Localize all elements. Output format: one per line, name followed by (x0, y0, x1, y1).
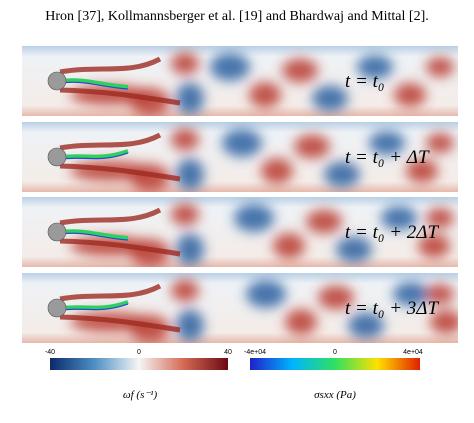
flag (61, 149, 129, 159)
flag-edge (61, 232, 129, 241)
panel-label: t = t₀ (345, 71, 384, 92)
panel-label: t = t₀ + 2ΔT (345, 222, 439, 243)
flow-panel: t = t₀ + ΔT (22, 122, 458, 192)
colorbar-tick-label: 40 (224, 349, 232, 356)
vortex (171, 128, 199, 151)
vortex (222, 129, 262, 157)
vortex (246, 280, 286, 308)
panels: t = t₀ t = t₀ + ΔT t = t₀ + 2ΔT t = t₀ + 3Δ… (22, 46, 458, 343)
colorbar-label: σsxx (Pa) (314, 389, 356, 401)
flag (61, 229, 129, 240)
vortex (318, 285, 354, 310)
wake (59, 207, 181, 257)
vortex (426, 208, 454, 228)
caption-line: Hron [37], Kollmannsberger et al. [19] a… (45, 9, 428, 24)
flow-panel: t = t₀ + 2ΔT (22, 197, 458, 267)
colorbar-tick-label: -4e+04 (244, 349, 266, 356)
colorbar-tick-label: -40 (45, 349, 55, 356)
vortex (357, 55, 393, 79)
vortex (369, 131, 405, 155)
vortex (430, 310, 458, 334)
vortex (176, 309, 204, 342)
cylinder (47, 222, 67, 242)
vortex (249, 82, 281, 108)
vortex (171, 279, 199, 302)
vortex (171, 203, 199, 226)
vortex (282, 58, 318, 83)
vortex (210, 53, 250, 81)
flag-edge (61, 303, 129, 311)
panel-label: t = t₀ + 3ΔT (345, 298, 439, 319)
flag-edge (61, 81, 129, 90)
cylinder (47, 298, 67, 318)
vortex (426, 133, 454, 153)
cylinder (47, 71, 67, 91)
flow-panel: t = t₀ + 3ΔT (22, 273, 458, 343)
vortex (261, 158, 293, 184)
vortex (176, 82, 204, 115)
vortex (171, 52, 199, 75)
vortex (285, 309, 317, 335)
stress-colorbar (250, 358, 420, 370)
vortex (406, 159, 438, 183)
vorticity-colorbar (50, 358, 228, 370)
colorbar-labels: -40 0 40 ωf (s⁻¹) -4e+04 0 4e+04 σsxx (Pa) (45, 349, 423, 401)
vortex (418, 234, 450, 258)
vortex (176, 233, 204, 266)
wake (59, 132, 181, 182)
cylinder (47, 147, 67, 167)
flag-edge (61, 152, 129, 160)
vortex (176, 158, 204, 191)
wake (59, 283, 181, 333)
colorbar-label: ωf (s⁻¹) (123, 389, 158, 401)
vortex (394, 83, 426, 107)
vortex (426, 284, 454, 304)
colorbar-tick-label: 0 (137, 349, 141, 356)
flag (61, 300, 129, 310)
vortex (426, 57, 454, 77)
colorbar-tick-label: 0 (333, 349, 337, 356)
colorbar-tick-label: 4e+04 (403, 349, 423, 356)
wake (59, 56, 181, 106)
vortex (348, 312, 384, 339)
vortex (273, 233, 305, 259)
vortex (306, 209, 342, 234)
flag (61, 78, 129, 89)
vortex (234, 204, 274, 232)
vortex (381, 206, 417, 230)
vortex (294, 134, 330, 159)
panel-label: t = t₀ + ΔT (345, 147, 430, 168)
flow-panel: t = t₀ (22, 46, 458, 116)
vortex (324, 161, 360, 188)
vortex (336, 236, 372, 263)
vortex (393, 282, 429, 306)
vortex (312, 85, 348, 112)
